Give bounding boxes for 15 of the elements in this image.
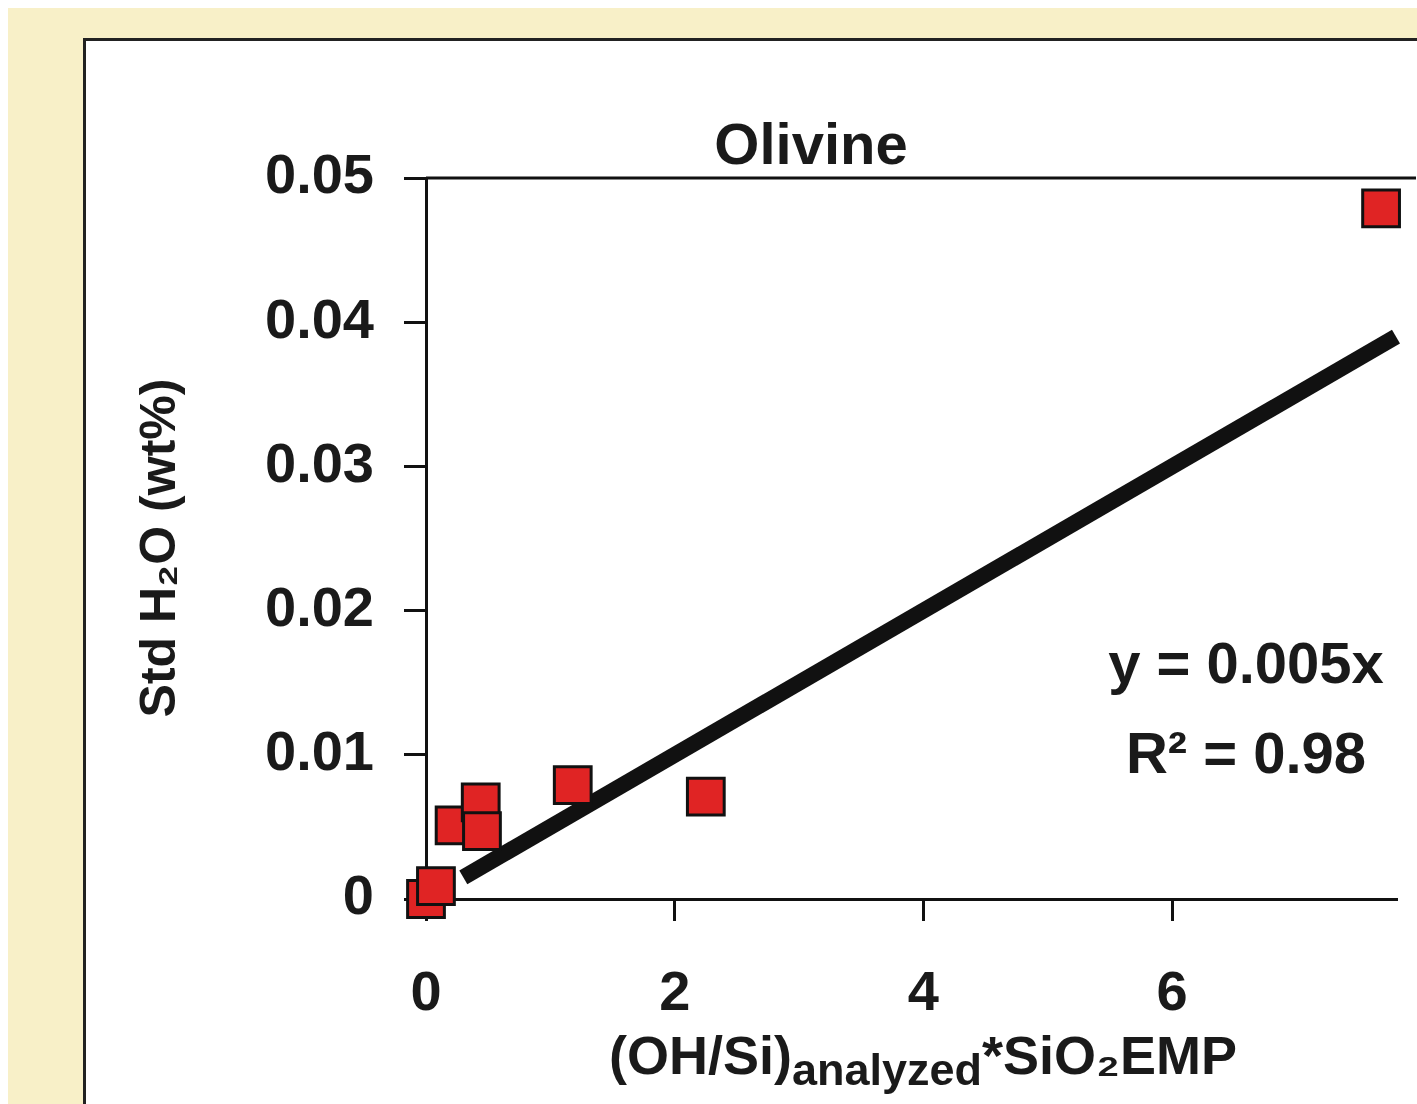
annotation: R² = 0.98 [1125,720,1367,785]
x-axis-title: (OH/Si)$_{analyzed}$*SiO₂EMP [608,1023,1238,1097]
x-tick-label: 2 [659,959,691,1023]
y-tick-label: 0 [342,863,374,927]
x-tick-label: 0 [410,959,442,1023]
chart-title: Olivine [714,111,908,176]
y-tick-label: 0.03 [265,430,374,494]
y-axis-title: Std H₂O (wt%) [129,378,187,718]
y-tick-label: 0.05 [265,142,374,206]
annotation: y = 0.005x [1108,630,1384,695]
y-tick-label: 0.04 [265,286,374,350]
x-tick-label: 4 [907,959,940,1023]
y-tick-label: 0.02 [265,575,374,639]
y-tick-label: 0.01 [265,719,374,783]
x-tick-label: 6 [1156,959,1188,1023]
